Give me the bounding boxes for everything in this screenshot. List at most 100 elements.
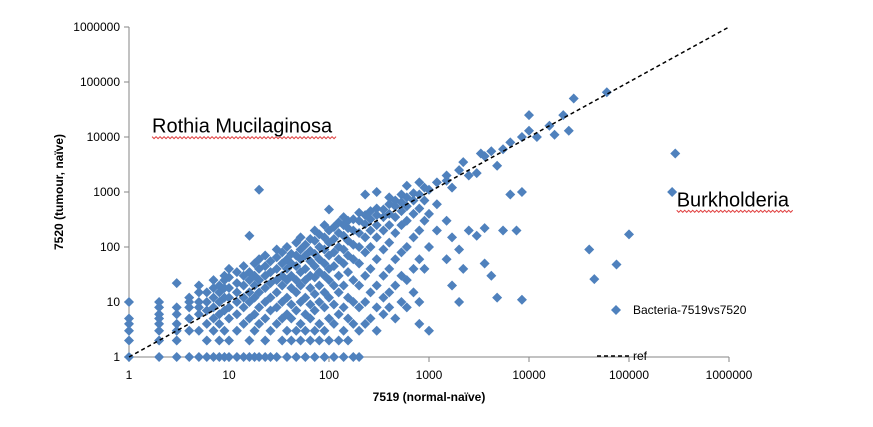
data-point [365, 242, 376, 252]
data-point [309, 261, 320, 272]
data-point [408, 232, 419, 243]
data-point [454, 297, 465, 307]
data-point [193, 309, 204, 320]
data-point [378, 309, 389, 320]
data-point [319, 244, 330, 255]
data-point [231, 352, 242, 362]
data-point [295, 280, 306, 291]
data-point [492, 160, 503, 171]
data-point [365, 225, 376, 236]
data-point [414, 318, 425, 329]
data-point [324, 275, 334, 286]
data-point [281, 352, 292, 362]
data-point [324, 204, 334, 215]
data-point [193, 287, 204, 298]
data-point [343, 335, 354, 346]
data-point [354, 227, 365, 238]
data-point [348, 254, 359, 265]
data-point [524, 110, 534, 121]
data-point [124, 318, 134, 329]
data-point [348, 352, 359, 362]
data-point [338, 258, 349, 269]
data-point [201, 352, 212, 362]
data-point [516, 187, 527, 197]
data-point [171, 278, 182, 289]
data-point [254, 318, 265, 329]
data-point [354, 352, 365, 362]
data-point [214, 318, 225, 329]
data-point [314, 335, 325, 346]
data-point [265, 256, 276, 267]
data-point [338, 352, 349, 362]
data-point [265, 325, 276, 336]
data-point [401, 215, 412, 226]
legend-label: ref [633, 349, 648, 363]
data-point [193, 352, 204, 362]
data-point [201, 318, 212, 329]
data-point [365, 263, 376, 274]
data-point [328, 233, 339, 244]
data-point [286, 335, 297, 346]
data-point [463, 225, 474, 236]
ref-line [128, 26, 730, 358]
data-point [295, 232, 306, 243]
data-point [371, 187, 382, 197]
data-point [354, 280, 365, 291]
x-axis-title: 7519 (normal-naïve) [373, 390, 486, 404]
x-tick-label: 10 [222, 368, 236, 382]
data-point [260, 313, 271, 324]
data-point [277, 335, 288, 346]
data-point [328, 261, 339, 272]
data-point [260, 335, 271, 346]
data-point [479, 223, 490, 234]
data-point [260, 261, 271, 272]
data-point [348, 318, 359, 329]
data-point [184, 313, 195, 324]
data-point [414, 189, 425, 200]
data-point [224, 263, 234, 274]
data-point [390, 201, 401, 212]
data-point [424, 208, 434, 219]
data-point [219, 325, 230, 336]
data-point [281, 292, 292, 303]
data-point [254, 287, 265, 298]
data-point [201, 297, 212, 307]
data-point [291, 261, 302, 272]
data-point [414, 297, 425, 307]
data-point [371, 254, 382, 265]
data-point [419, 195, 430, 206]
data-point [309, 235, 320, 246]
data-point [390, 227, 401, 238]
data-point [486, 146, 497, 157]
data-point [384, 263, 395, 274]
data-point [208, 275, 219, 286]
y-tick-label: 1000000 [73, 20, 120, 34]
data-point [265, 352, 276, 362]
data-point [354, 242, 365, 252]
data-point [249, 325, 260, 336]
x-tick-label: 1000000 [706, 368, 753, 382]
data-point [291, 325, 302, 336]
y-tick-label: 100 [100, 240, 120, 254]
data-point [224, 282, 234, 293]
data-point [454, 244, 465, 255]
data-point [300, 263, 311, 274]
data-point [378, 244, 389, 255]
data-point [238, 261, 249, 272]
data-point [408, 263, 419, 274]
data-point [281, 325, 292, 336]
data-point [354, 258, 365, 269]
data-point [208, 325, 219, 336]
data-point [309, 248, 320, 259]
data-point [238, 280, 249, 291]
data-point [384, 220, 395, 231]
data-point [231, 287, 242, 298]
data-point [511, 225, 522, 236]
y-tick-label: 100000 [80, 75, 120, 89]
data-point [271, 302, 282, 313]
data-point [505, 189, 516, 200]
data-point [309, 352, 320, 362]
data-point [254, 184, 265, 195]
data-point [171, 352, 182, 362]
